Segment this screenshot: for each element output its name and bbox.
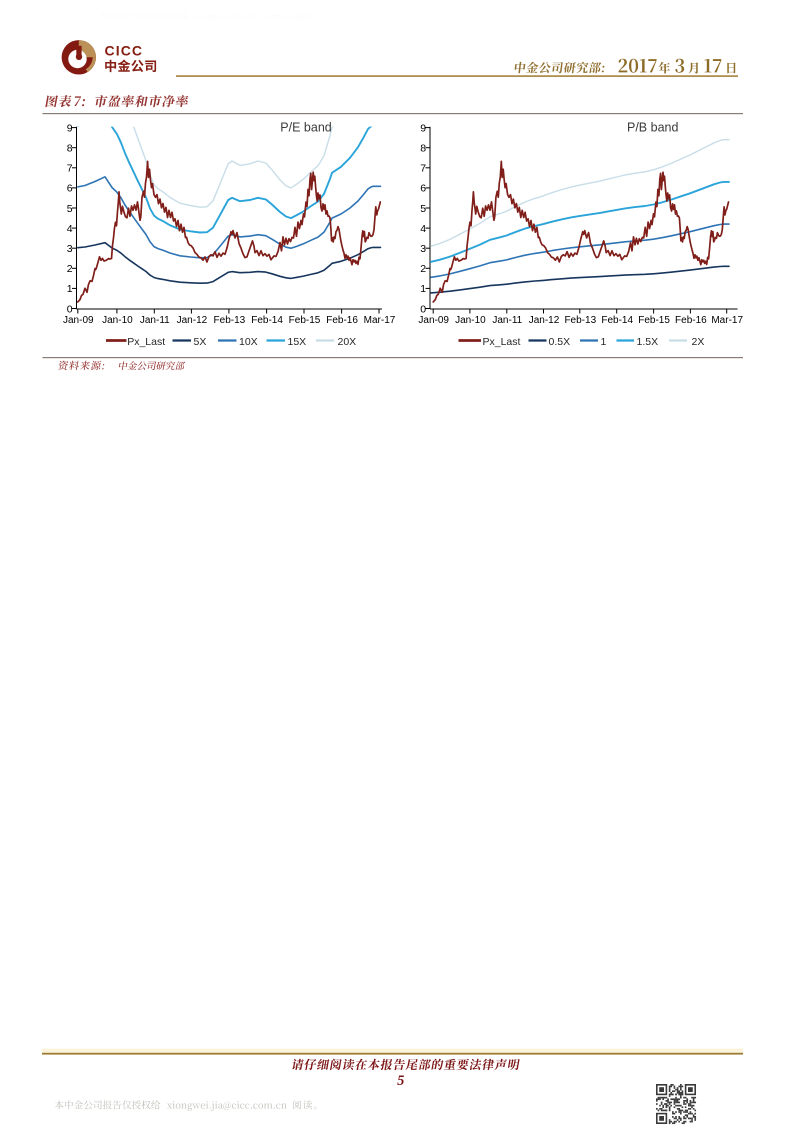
svg-text:0: 0 xyxy=(420,303,426,315)
svg-text:10X: 10X xyxy=(239,336,258,348)
svg-text:5X: 5X xyxy=(194,336,207,348)
svg-text:1: 1 xyxy=(67,283,73,295)
svg-text:Px_Last: Px_Last xyxy=(127,336,165,348)
svg-text:Jan-12: Jan-12 xyxy=(177,315,208,326)
svg-text:CICC: CICC xyxy=(105,42,144,58)
svg-text:20X: 20X xyxy=(338,336,357,348)
svg-text:1.5X: 1.5X xyxy=(637,336,659,348)
svg-text:1: 1 xyxy=(601,336,607,348)
svg-text:4: 4 xyxy=(420,223,426,235)
svg-text:6: 6 xyxy=(67,183,73,195)
svg-text:2X: 2X xyxy=(692,336,705,348)
svg-text:Mar-17: Mar-17 xyxy=(364,315,396,326)
svg-text:Jan-11: Jan-11 xyxy=(140,315,170,326)
svg-text:Feb-16: Feb-16 xyxy=(326,315,358,326)
svg-text:Feb-15: Feb-15 xyxy=(638,315,670,326)
svg-text:Feb-14: Feb-14 xyxy=(251,315,283,326)
svg-text:Feb-15: Feb-15 xyxy=(289,315,321,326)
svg-text:3: 3 xyxy=(420,243,426,255)
svg-text:Jan-09: Jan-09 xyxy=(63,315,94,326)
svg-text:5: 5 xyxy=(397,1073,404,1089)
svg-text:5: 5 xyxy=(420,203,426,215)
svg-text:2: 2 xyxy=(420,263,426,275)
svg-text:Feb-16: Feb-16 xyxy=(675,315,707,326)
svg-text:Px_Last: Px_Last xyxy=(483,336,521,348)
svg-text:8: 8 xyxy=(67,143,73,155)
svg-text:Feb-13: Feb-13 xyxy=(214,315,246,326)
svg-text:5: 5 xyxy=(67,203,73,215)
svg-text:Feb-14: Feb-14 xyxy=(601,315,633,326)
svg-text:P/E band: P/E band xyxy=(280,121,331,135)
svg-text:3: 3 xyxy=(67,243,73,255)
svg-text:2: 2 xyxy=(67,263,73,275)
svg-text:Feb-13: Feb-13 xyxy=(564,315,596,326)
svg-text:1: 1 xyxy=(420,283,426,295)
svg-text:4: 4 xyxy=(67,223,73,235)
svg-text:0: 0 xyxy=(67,303,73,315)
svg-text:Jan-10: Jan-10 xyxy=(455,315,486,326)
svg-text:7: 7 xyxy=(67,163,73,175)
svg-text:15X: 15X xyxy=(288,336,307,348)
svg-text:7: 7 xyxy=(420,163,426,175)
svg-text:Jan-12: Jan-12 xyxy=(529,315,560,326)
svg-text:Mar-17: Mar-17 xyxy=(711,315,743,326)
svg-text:8: 8 xyxy=(420,143,426,155)
svg-text:Jan-10: Jan-10 xyxy=(102,315,133,326)
svg-text:6: 6 xyxy=(420,183,426,195)
svg-text:0.5X: 0.5X xyxy=(549,336,571,348)
svg-text:P/B band: P/B band xyxy=(627,121,678,135)
svg-text:9: 9 xyxy=(67,122,73,134)
svg-text:Jan-09: Jan-09 xyxy=(418,315,449,326)
svg-text:Jan-11: Jan-11 xyxy=(492,315,522,326)
svg-text:9: 9 xyxy=(420,122,426,134)
